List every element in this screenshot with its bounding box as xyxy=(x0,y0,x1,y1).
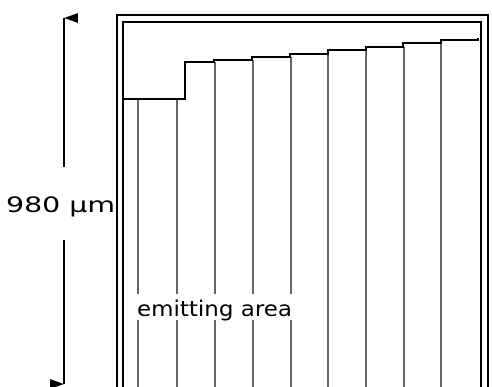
contact-metallization-outline xyxy=(123,38,479,100)
chip-frame-outer-border xyxy=(116,14,489,387)
contact-fingers xyxy=(137,43,442,387)
chip-frame-inner-border xyxy=(122,21,482,387)
emitting-area-label-bg xyxy=(137,294,293,320)
emitting-area-label: emitting area xyxy=(137,297,292,321)
chip-outer-frame xyxy=(116,14,489,387)
height-dimension-label: 980 µm xyxy=(6,193,115,217)
